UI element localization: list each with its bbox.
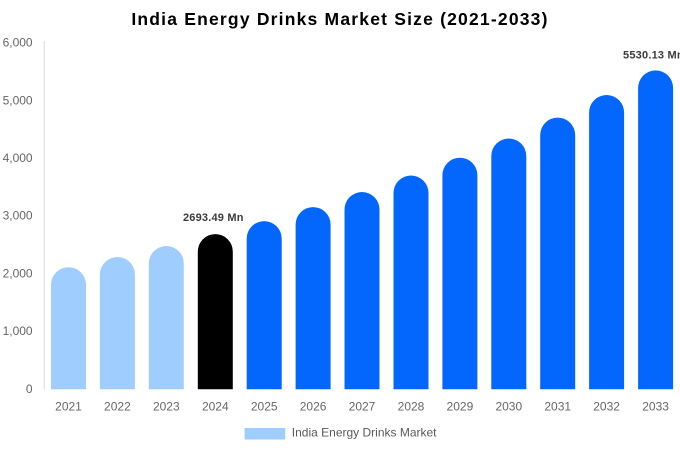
svg-text:2026: 2026 (300, 399, 327, 413)
svg-text:2030: 2030 (495, 399, 522, 413)
svg-text:2029: 2029 (447, 399, 474, 413)
svg-text:2031: 2031 (544, 399, 571, 413)
svg-text:1,000: 1,000 (3, 324, 33, 338)
svg-text:2028: 2028 (398, 399, 425, 413)
svg-text:3,000: 3,000 (3, 209, 33, 223)
svg-text:2025: 2025 (251, 399, 278, 413)
svg-text:2032: 2032 (593, 399, 620, 413)
svg-text:2022: 2022 (104, 399, 131, 413)
svg-text:2021: 2021 (55, 399, 82, 413)
svg-text:2027: 2027 (349, 399, 376, 413)
svg-text:2,000: 2,000 (3, 266, 33, 280)
svg-text:India Energy Drinks Market Siz: India Energy Drinks Market Size (2021-20… (131, 9, 548, 29)
svg-text:5,000: 5,000 (3, 93, 33, 107)
svg-text:5530.13 Mn: 5530.13 Mn (623, 50, 680, 62)
svg-text:India Energy Drinks Market: India Energy Drinks Market (292, 426, 437, 440)
svg-text:0: 0 (26, 382, 33, 396)
svg-text:2033: 2033 (642, 399, 669, 413)
svg-text:4,000: 4,000 (3, 151, 33, 165)
svg-text:2693.49 Mn: 2693.49 Mn (183, 212, 244, 224)
svg-text:2023: 2023 (153, 399, 180, 413)
svg-text:6,000: 6,000 (3, 36, 33, 50)
svg-text:2024: 2024 (202, 399, 229, 413)
